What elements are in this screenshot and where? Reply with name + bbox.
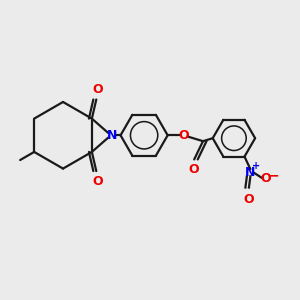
Text: O: O xyxy=(244,193,254,206)
Text: O: O xyxy=(92,83,103,96)
Text: +: + xyxy=(252,161,260,171)
Text: O: O xyxy=(260,172,271,184)
Text: N: N xyxy=(106,129,117,142)
Text: −: − xyxy=(267,168,279,182)
Text: N: N xyxy=(245,166,256,179)
Text: O: O xyxy=(188,163,199,176)
Text: O: O xyxy=(92,175,103,188)
Text: O: O xyxy=(178,129,189,142)
